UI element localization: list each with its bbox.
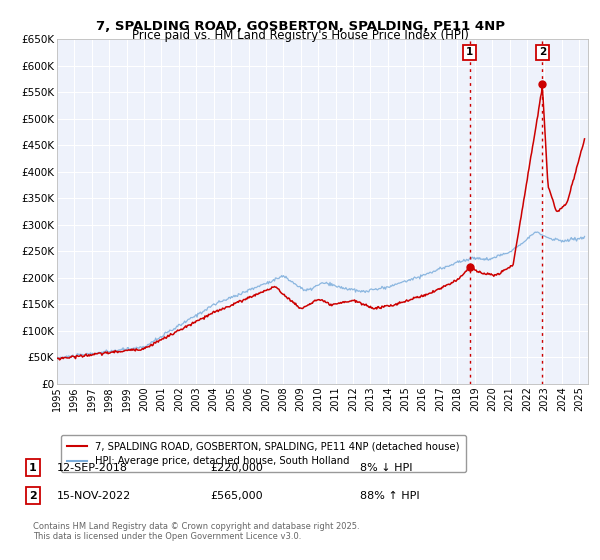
Legend: 7, SPALDING ROAD, GOSBERTON, SPALDING, PE11 4NP (detached house), HPI: Average p: 7, SPALDING ROAD, GOSBERTON, SPALDING, P… — [61, 435, 466, 472]
Text: 88% ↑ HPI: 88% ↑ HPI — [360, 491, 419, 501]
Text: Price paid vs. HM Land Registry's House Price Index (HPI): Price paid vs. HM Land Registry's House … — [131, 29, 469, 42]
Text: £565,000: £565,000 — [210, 491, 263, 501]
Text: 1: 1 — [29, 463, 37, 473]
Text: 2: 2 — [29, 491, 37, 501]
Text: £220,000: £220,000 — [210, 463, 263, 473]
Text: 12-SEP-2018: 12-SEP-2018 — [57, 463, 128, 473]
Text: 15-NOV-2022: 15-NOV-2022 — [57, 491, 131, 501]
Text: Contains HM Land Registry data © Crown copyright and database right 2025.
This d: Contains HM Land Registry data © Crown c… — [33, 522, 359, 542]
Text: 2: 2 — [539, 48, 546, 58]
Text: 7, SPALDING ROAD, GOSBERTON, SPALDING, PE11 4NP: 7, SPALDING ROAD, GOSBERTON, SPALDING, P… — [95, 20, 505, 32]
Text: 8% ↓ HPI: 8% ↓ HPI — [360, 463, 413, 473]
Text: 1: 1 — [466, 48, 473, 58]
